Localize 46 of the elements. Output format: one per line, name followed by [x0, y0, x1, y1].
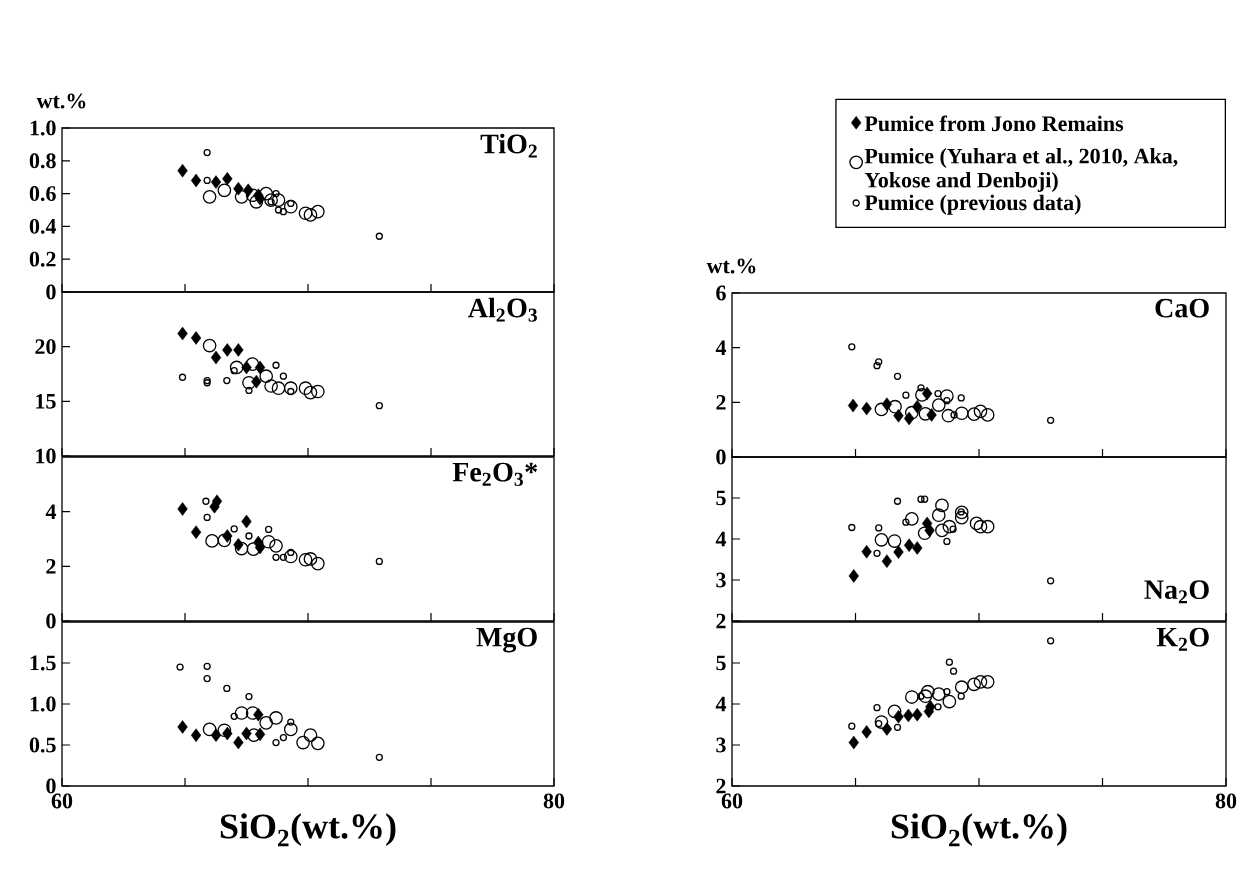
y-tick-label: 1.0	[30, 120, 56, 136]
x-tick-label: 60	[721, 793, 743, 809]
y-tick-label: 15	[36, 393, 56, 409]
y-tick-label: 2	[46, 559, 56, 574]
x-tick-label: 80	[1215, 793, 1237, 809]
y-tick-label: 2	[716, 395, 726, 410]
y-tick-label: 4	[715, 696, 727, 712]
chart-title: Al$_{2}$O$_{3}$	[468, 297, 537, 322]
y-tick-label: 1.5	[30, 655, 56, 671]
y-tick-label: 0	[716, 449, 726, 465]
legend-label: Pumice from Jono Remains	[864, 115, 1124, 132]
y-tick-label: 4	[715, 340, 727, 355]
x-tick-label: 60	[51, 793, 73, 809]
y-tick-label: 6	[716, 285, 726, 301]
y-tick-label: 1.0	[30, 696, 56, 712]
y-tick-label: 0	[46, 613, 56, 629]
y-axis-title: wt.%	[36, 93, 86, 109]
y-tick-label: 0.2	[29, 251, 56, 267]
x-axis-title: SiO$_{2}$(wt.%)	[891, 813, 1067, 847]
y-tick-label: 0.6	[29, 186, 56, 202]
legend-label: Pumice (previous data)	[864, 194, 1081, 215]
y-axis-title: wt.%	[706, 258, 756, 274]
y-tick-label: 10	[36, 448, 56, 464]
chart-title: MgO	[476, 627, 537, 653]
chart-title: Fe$_{2}$O$_{3}$*	[452, 462, 537, 486]
chart-title: TiO$_{2}$	[480, 133, 537, 158]
y-tick-label: 3	[716, 737, 726, 753]
text: Na$_{2}$O	[1144, 580, 1209, 604]
y-tick-label: 2	[716, 613, 726, 629]
x-tick-label: 80	[543, 793, 565, 809]
y-tick-label: 3	[716, 572, 726, 588]
y-tick-label: 4	[715, 531, 727, 547]
y-tick-label: 0	[46, 778, 56, 794]
y-tick-label: 2	[716, 778, 726, 794]
y-tick-label: 5	[716, 490, 726, 506]
y-tick-label: 5	[716, 655, 726, 671]
chart-title: CaO	[1155, 298, 1209, 318]
y-tick-label: 0.4	[29, 218, 57, 234]
y-tick-label: 0.5	[29, 737, 56, 753]
y-tick-label: 0	[46, 284, 56, 300]
legend-label: Pumice (Yuhara et al., 2010, Aka, Yokose and Denboji)	[864, 148, 1178, 192]
y-tick-label: 0.8	[29, 153, 56, 169]
y-tick-label: 4	[45, 504, 57, 519]
y-tick-label: 20	[35, 339, 56, 355]
x-axis-title: SiO$_{2}$(wt.%)	[220, 813, 396, 847]
chart-title: K$_{2}$O	[1156, 627, 1209, 651]
